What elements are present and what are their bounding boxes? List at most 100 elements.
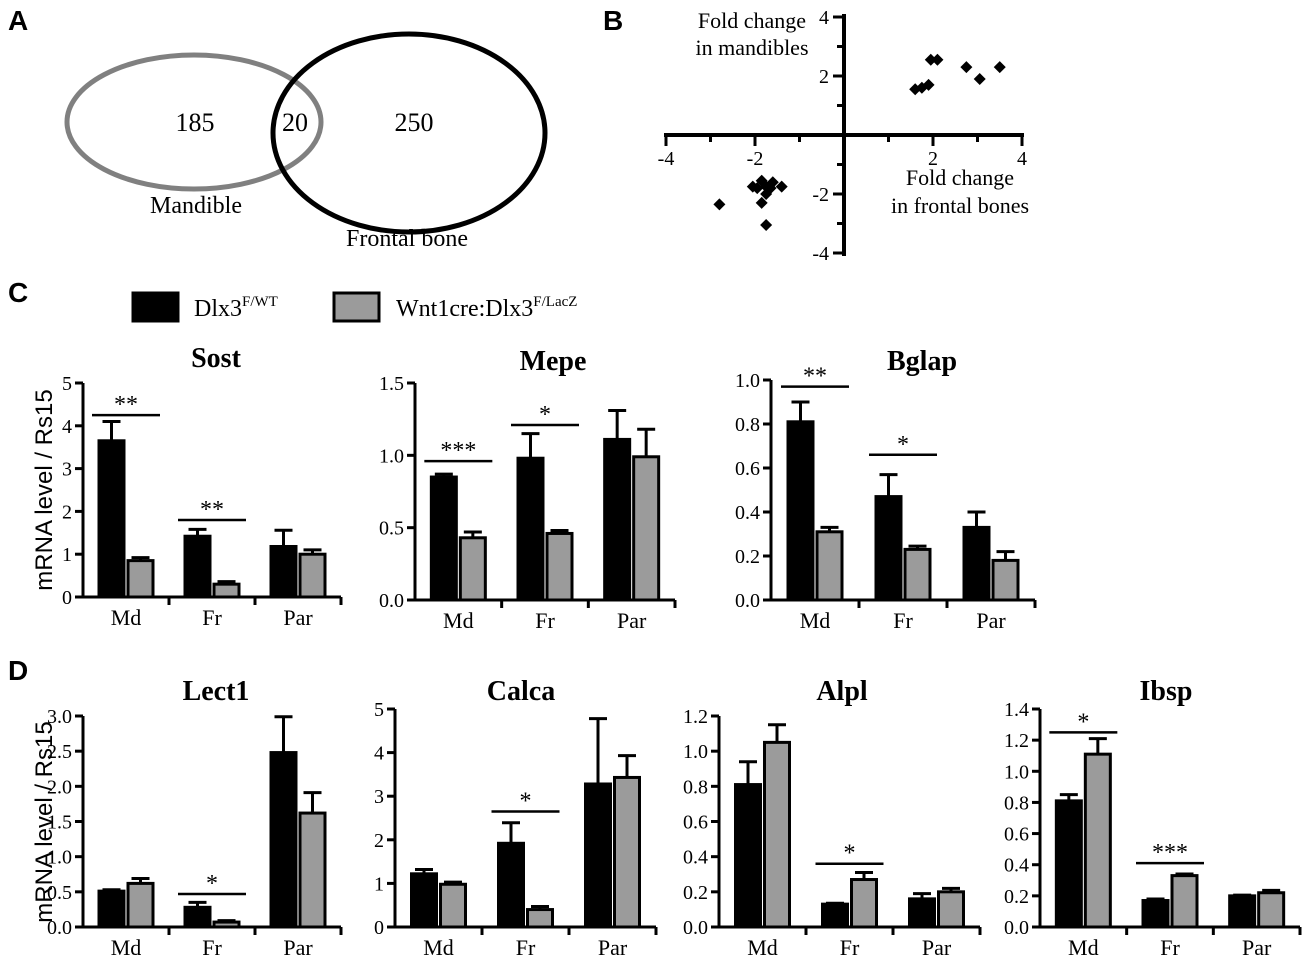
mepe-significance-label: * [539,402,551,428]
calca-category-label: Fr [516,935,536,960]
scatter-x-tick-label: 2 [928,148,938,170]
mepe-y-tick-label: 0.0 [379,590,404,612]
ibsp-y-tick-label: 0.4 [1004,855,1029,877]
scatter-point [766,176,779,189]
ibsp-bar-md-mutant [1083,752,1112,929]
ibsp-category-label: Md [1068,935,1099,960]
calca-bar-par-control [584,782,612,929]
bglap-bar-fr-mutant [903,547,932,602]
alpl-bar-md-mutant [763,740,791,929]
alpl-category-label: Par [922,935,952,960]
ibsp-y-tick-label: 1.0 [1004,761,1029,783]
alpl-category-label: Md [747,935,778,960]
lect1-y-tick-label: 0.5 [47,882,72,904]
scatter-y-tick-label: -2 [812,184,829,206]
scatter-point [713,198,726,211]
calca-y-tick-label: 0 [374,917,384,939]
scatter-point [775,180,788,193]
sost-bar-chart: Sost Md Fr Par 0 1 2 3 4 5 ** ** [62,343,343,630]
lect1-bar-chart: Lect1 Md Fr Par 0.0 0.5 1.0 1.5 2.0 2.5 3.0 * [47,676,343,960]
bglap-bar-md-mutant [815,530,844,602]
calca-category-label: Md [423,935,454,960]
sost-y-tick-label: 3 [62,459,72,481]
venn-diagram: 185 20 250 Mandible Frontal bone [64,31,548,252]
panel-letter-d: D [8,655,28,686]
mepe-bar-par-control [603,437,632,602]
mepe-bar-par-mutant [632,455,661,602]
bglap-title: Bglap [887,346,957,377]
ibsp-significance-label: * [1077,709,1089,735]
alpl-y-tick-label: 1.2 [683,706,708,728]
lect1-category-label: Fr [202,935,222,960]
scatter-y-tick-label: 2 [819,66,829,88]
mepe-y-tick-label: 1.0 [379,445,404,467]
calca-bar-par-mutant [613,775,641,929]
ibsp-category-label: Fr [1160,935,1180,960]
scatter-point [760,188,773,200]
scatter-y-caption-line2: in mandibles [695,35,808,60]
scatter-point [931,53,944,66]
scatter-point [993,61,1006,74]
lect1-y-tick-label: 1.5 [47,812,72,834]
scatter-point [924,53,937,66]
venn-frontal-bone-circle [270,31,548,235]
sost-y-tick-label: 1 [62,544,72,566]
venn-mandible-label: Mandible [150,193,242,219]
alpl-category-label: Fr [840,935,860,960]
lect1-bar-par-mutant [298,811,327,929]
legend-label-dlx3-fwt: Dlx3F/WT [194,294,278,322]
scatter-y-tick-label: 4 [819,7,829,29]
panel-letter-b: B [603,5,623,36]
bglap-y-tick-label: 0.6 [735,458,760,480]
calca-y-tick-label: 3 [374,786,384,808]
alpl-y-tick-label: 0.2 [683,882,708,904]
legend: Dlx3F/WT Wnt1cre:Dlx3F/LacZ [131,291,577,323]
lect1-y-tick-label: 0.0 [47,917,72,939]
ibsp-category-label: Par [1242,935,1272,960]
lect1-y-tick-label: 2.5 [47,741,72,763]
sost-y-tick-label: 5 [62,373,72,395]
mepe-y-tick-label: 0.5 [379,518,404,540]
calca-bar-fr-control [497,841,525,929]
calca-bar-chart: Calca Md Fr Par 0 1 2 3 4 5 * [374,676,658,960]
ibsp-bar-par-control [1228,894,1257,929]
sost-significance-label: ** [114,392,138,418]
calca-y-tick-label: 4 [374,743,384,765]
panel-letter-a: A [8,5,28,36]
lect1-y-tick-label: 1.0 [47,847,72,869]
lect1-significance-label: * [206,871,218,897]
ibsp-y-tick-label: 1.2 [1004,730,1029,752]
calca-y-tick-label: 2 [374,830,384,852]
alpl-y-tick-label: 0.6 [683,812,708,834]
bglap-bar-md-control [786,420,815,602]
ibsp-bar-md-control [1054,799,1083,929]
alpl-bar-par-control [908,897,936,929]
mepe-category-label: Par [617,608,647,633]
lect1-y-tick-label: 2.0 [47,776,72,798]
bglap-y-tick-label: 0.2 [735,546,760,568]
scatter-point [755,196,768,209]
mepe-bar-fr-control [516,456,545,602]
bglap-y-tick-label: 0.0 [735,590,760,612]
venn-frontal-only-count: 250 [395,108,434,137]
ibsp-y-tick-label: 1.4 [1004,699,1029,721]
calca-significance-label: * [520,788,532,814]
alpl-bar-md-control [734,783,762,929]
y-axis-label-row-c: mRNA level / Rs15 [31,389,58,590]
alpl-y-tick-label: 0.0 [683,917,708,939]
bglap-category-label: Fr [893,608,913,633]
bglap-bar-par-mutant [991,558,1020,602]
ibsp-y-tick-label: 0.6 [1004,824,1029,846]
ibsp-y-tick-label: 0.0 [1004,917,1029,939]
lect1-category-label: Par [283,935,313,960]
bglap-significance-label: * [897,432,909,458]
venn-overlap-count: 20 [282,108,308,137]
bglap-category-label: Par [976,608,1006,633]
bglap-bar-fr-control [874,495,903,602]
calca-bar-md-mutant [439,882,467,929]
bglap-y-tick-label: 0.8 [735,414,760,436]
